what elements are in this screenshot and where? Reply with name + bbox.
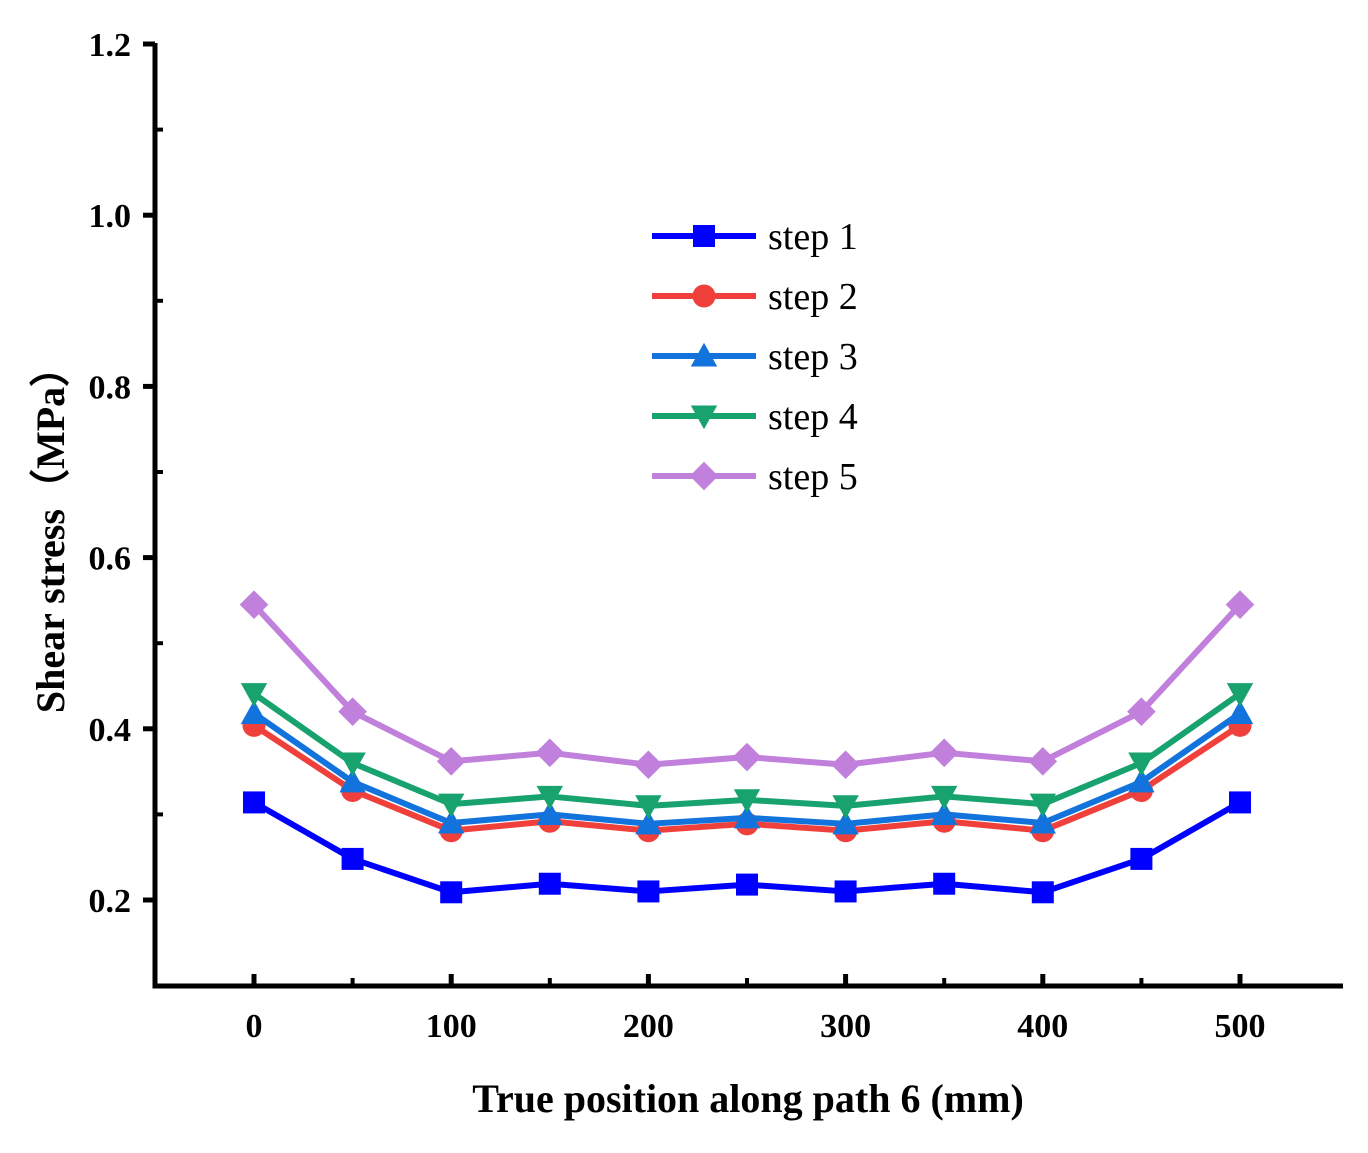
data-point	[1127, 697, 1156, 726]
y-axis-title: Shear stress（MPa）	[28, 347, 73, 713]
y-tick-label: 0.2	[89, 883, 132, 920]
legend-item: step 2	[652, 276, 858, 318]
series-layer	[239, 590, 1255, 904]
data-point	[929, 738, 959, 768]
data-point	[1128, 768, 1155, 793]
legend-item: step 5	[652, 456, 858, 498]
x-tick-label: 200	[623, 1008, 674, 1045]
legend-swatch-marker	[692, 284, 716, 308]
data-point	[635, 810, 662, 835]
series-step-3	[240, 700, 1254, 835]
data-point	[440, 881, 463, 904]
y-tick-label: 0.4	[89, 712, 132, 749]
data-point	[834, 880, 857, 903]
legend-label: step 2	[768, 276, 858, 318]
data-point	[635, 795, 662, 820]
y-tick-label: 1.0	[89, 198, 132, 235]
data-point	[733, 804, 761, 829]
data-point	[634, 750, 663, 780]
data-point	[1028, 747, 1058, 776]
x-tick-label: 100	[426, 1008, 477, 1045]
legend-label: step 4	[768, 396, 858, 438]
legend-item: step 3	[652, 336, 858, 378]
y-tick-label: 0.8	[89, 369, 132, 406]
data-point	[339, 768, 366, 793]
legend-item: step 4	[652, 396, 858, 438]
x-tick-label: 300	[820, 1008, 871, 1045]
legend-swatch-marker	[690, 405, 718, 430]
data-point	[338, 697, 367, 726]
data-point	[832, 810, 859, 835]
data-point	[1029, 793, 1056, 818]
y-tick-label: 0.6	[89, 541, 132, 578]
x-tick-label: 0	[246, 1008, 263, 1045]
data-point	[438, 809, 465, 834]
data-point	[438, 793, 465, 818]
data-point	[1226, 700, 1254, 724]
legend-swatch-marker	[690, 342, 718, 367]
data-point	[1031, 881, 1054, 904]
data-point	[239, 590, 269, 619]
data-point	[1229, 791, 1251, 814]
data-point	[832, 795, 859, 820]
series-step-5	[239, 590, 1255, 780]
data-point	[339, 752, 366, 777]
data-point	[240, 683, 268, 707]
series-line	[251, 602, 1243, 768]
data-point	[1226, 683, 1254, 707]
ticks-layer: 0.2 0.4 0.6 0.8 1.0 1.2 0 100 200 300 400 500	[89, 27, 1266, 1045]
data-point	[1029, 809, 1056, 834]
data-point	[536, 801, 563, 825]
data-point	[931, 785, 958, 810]
x-tick-label: 400	[1017, 1008, 1068, 1045]
data-point	[732, 742, 762, 772]
data-point	[538, 872, 561, 895]
data-point	[1225, 590, 1255, 619]
data-point	[637, 880, 660, 903]
legend-swatch-marker	[693, 225, 715, 247]
data-point	[436, 747, 466, 776]
data-point	[240, 700, 268, 724]
data-point	[831, 750, 860, 780]
data-point	[931, 801, 958, 825]
data-point	[733, 789, 761, 814]
data-point	[243, 791, 265, 814]
legend-label: step 1	[768, 216, 858, 258]
data-point	[736, 873, 758, 896]
series-step-1	[243, 791, 1251, 904]
data-point	[933, 872, 956, 895]
legend-label: step 3	[768, 336, 858, 378]
series-step-4	[240, 683, 1254, 820]
y-tick-label: 1.2	[89, 27, 132, 64]
data-point	[1128, 752, 1155, 777]
data-point	[341, 847, 364, 870]
x-tick-label: 500	[1215, 1008, 1266, 1045]
legend-swatch-marker	[689, 461, 719, 491]
legend-item: step 1	[652, 216, 858, 258]
data-point	[535, 738, 565, 768]
data-point	[536, 785, 563, 810]
legend: step 1 step 2 step 3 step 4 step 5	[652, 216, 858, 498]
legend-label: step 5	[768, 456, 858, 498]
data-point	[1130, 847, 1153, 870]
x-axis-title: True position along path 6 (mm)	[472, 1076, 1024, 1121]
